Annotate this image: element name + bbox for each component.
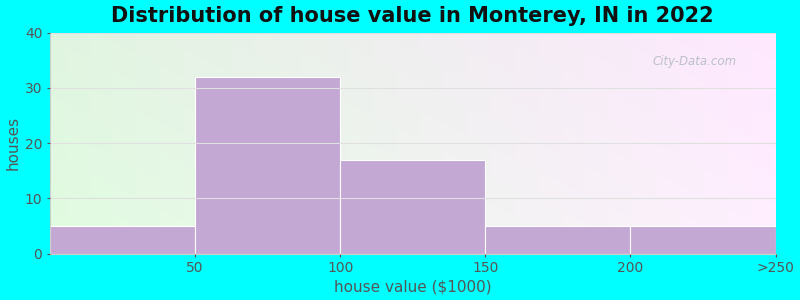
Y-axis label: houses: houses	[6, 116, 21, 170]
X-axis label: house value ($1000): house value ($1000)	[334, 279, 491, 294]
Bar	[630, 226, 775, 254]
Bar	[486, 226, 630, 254]
Bar	[50, 226, 195, 254]
Bar	[195, 77, 340, 254]
Bar	[340, 160, 486, 254]
Text: City-Data.com: City-Data.com	[652, 55, 736, 68]
Title: Distribution of house value in Monterey, IN in 2022: Distribution of house value in Monterey,…	[111, 6, 714, 26]
